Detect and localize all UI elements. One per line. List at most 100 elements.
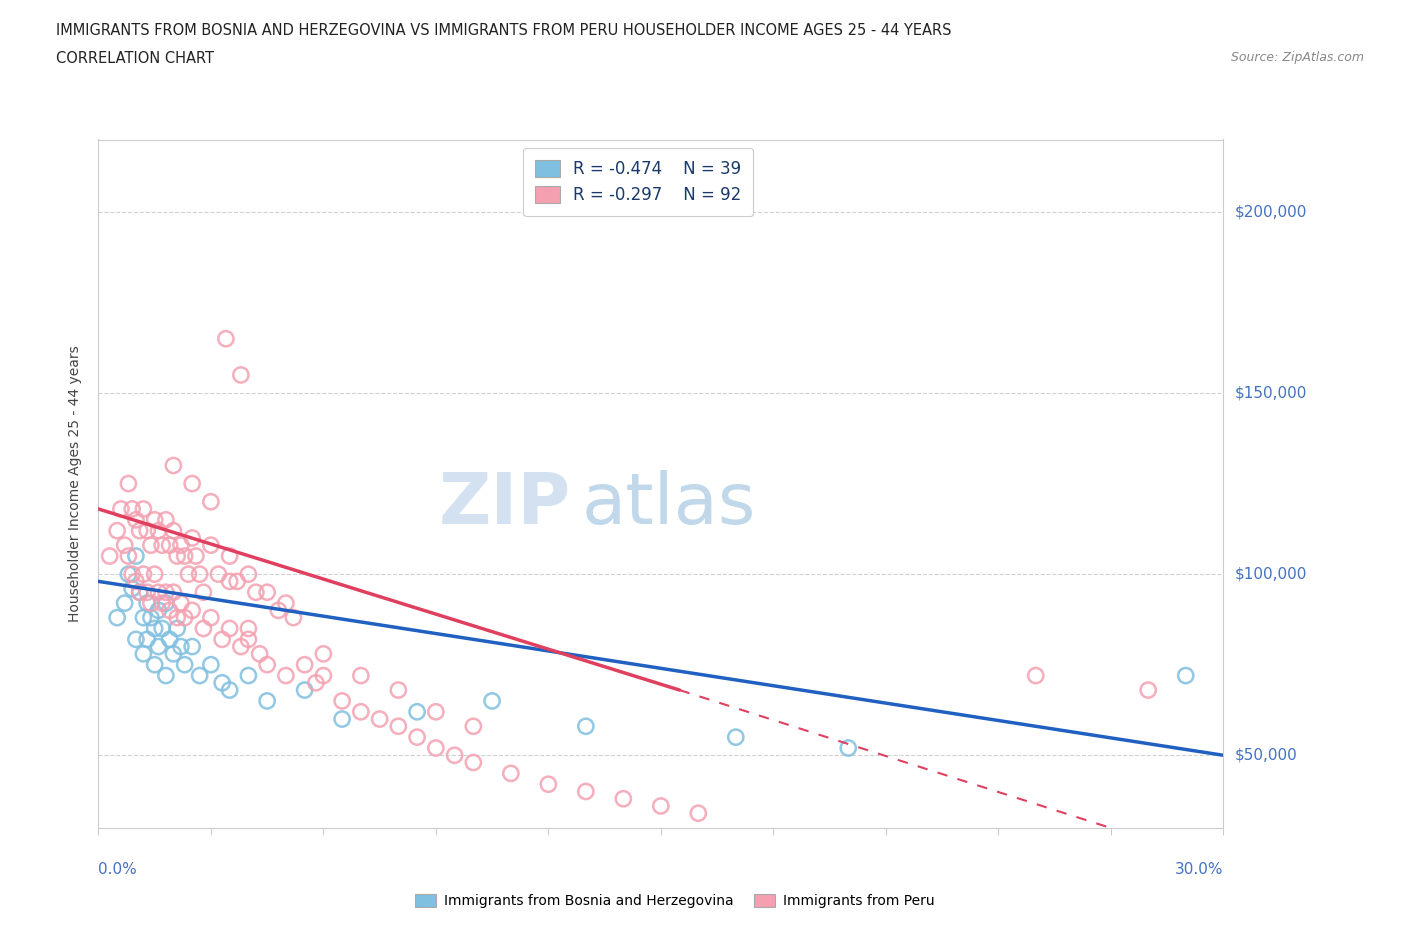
Point: [200, 610, 222, 625]
Point: [184, 549, 207, 564]
Point: [238, 621, 260, 636]
Point: [256, 585, 278, 600]
Point: [200, 658, 222, 672]
Point: [249, 646, 271, 661]
Point: [537, 777, 560, 791]
Point: [218, 549, 240, 564]
Point: [238, 566, 260, 581]
Point: [136, 524, 159, 538]
Point: [139, 596, 162, 611]
Point: [463, 719, 485, 734]
Point: [1174, 668, 1197, 683]
Legend: Immigrants from Bosnia and Herzegovina, Immigrants from Peru: Immigrants from Bosnia and Herzegovina, …: [409, 889, 941, 914]
Point: [159, 631, 181, 646]
Point: [837, 740, 859, 755]
Point: [575, 784, 598, 799]
Text: atlas: atlas: [582, 470, 756, 538]
Point: [267, 603, 290, 618]
Point: [105, 610, 128, 625]
Point: [125, 574, 148, 589]
Point: [200, 494, 222, 509]
Point: [121, 501, 143, 516]
Point: [155, 668, 177, 683]
Point: [1137, 683, 1160, 698]
Point: [387, 719, 409, 734]
Point: [481, 694, 503, 709]
Point: [274, 668, 297, 683]
Point: [150, 596, 173, 611]
Point: [256, 658, 278, 672]
Point: [173, 549, 195, 564]
Point: [117, 549, 139, 564]
Point: [207, 566, 229, 581]
Point: [245, 585, 267, 600]
Point: [173, 610, 195, 625]
Text: Source: ZipAtlas.com: Source: ZipAtlas.com: [1230, 51, 1364, 64]
Point: [125, 512, 148, 527]
Point: [724, 730, 747, 745]
Y-axis label: Householder Income Ages 25 - 44 years: Householder Income Ages 25 - 44 years: [69, 345, 83, 622]
Legend: R = -0.474    N = 39, R = -0.297    N = 92: R = -0.474 N = 39, R = -0.297 N = 92: [523, 148, 754, 216]
Point: [170, 596, 193, 611]
Text: $200,000: $200,000: [1234, 205, 1306, 219]
Point: [132, 501, 155, 516]
Point: [128, 585, 150, 600]
Point: [139, 610, 162, 625]
Point: [387, 683, 409, 698]
Point: [150, 538, 173, 552]
Point: [148, 639, 170, 654]
Point: [330, 694, 353, 709]
Point: [575, 719, 598, 734]
Point: [166, 549, 188, 564]
Point: [650, 799, 672, 814]
Point: [200, 538, 222, 552]
Point: [132, 646, 155, 661]
Point: [132, 566, 155, 581]
Point: [155, 512, 177, 527]
Point: [229, 367, 252, 382]
Point: [143, 512, 166, 527]
Point: [155, 596, 177, 611]
Point: [215, 331, 238, 346]
Point: [218, 574, 240, 589]
Point: [114, 596, 136, 611]
Point: [406, 730, 429, 745]
Point: [181, 476, 204, 491]
Point: [330, 711, 353, 726]
Point: [425, 740, 447, 755]
Point: [98, 549, 121, 564]
Point: [155, 585, 177, 600]
Point: [148, 524, 170, 538]
Point: [105, 524, 128, 538]
Point: [162, 524, 184, 538]
Point: [688, 805, 710, 820]
Point: [226, 574, 249, 589]
Point: [162, 458, 184, 473]
Point: [159, 538, 181, 552]
Point: [117, 566, 139, 581]
Point: [136, 596, 159, 611]
Point: [121, 566, 143, 581]
Text: $150,000: $150,000: [1234, 386, 1306, 401]
Point: [128, 524, 150, 538]
Text: $50,000: $50,000: [1234, 748, 1298, 763]
Point: [368, 711, 391, 726]
Point: [211, 675, 233, 690]
Point: [143, 621, 166, 636]
Point: [136, 585, 159, 600]
Point: [128, 585, 150, 600]
Point: [159, 603, 181, 618]
Point: [193, 585, 215, 600]
Point: [499, 766, 522, 781]
Text: $100,000: $100,000: [1234, 566, 1306, 581]
Point: [294, 683, 316, 698]
Point: [350, 704, 373, 719]
Point: [143, 658, 166, 672]
Point: [229, 639, 252, 654]
Point: [463, 755, 485, 770]
Point: [139, 538, 162, 552]
Point: [110, 501, 132, 516]
Point: [181, 530, 204, 545]
Text: 30.0%: 30.0%: [1175, 862, 1223, 877]
Point: [121, 581, 143, 596]
